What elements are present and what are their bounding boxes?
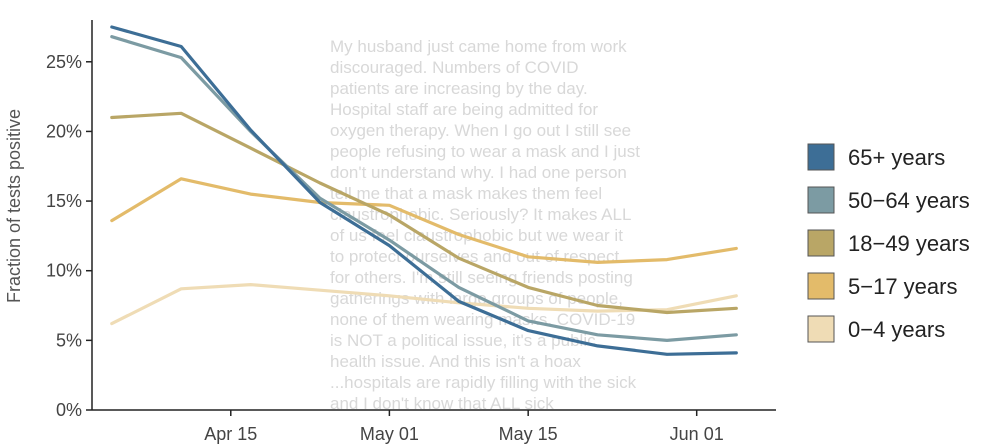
- overlay-text-line: for others. I'm still seeing friends pos…: [330, 268, 633, 287]
- chart-axes: Fraction of tests positive: [4, 20, 776, 411]
- y-tick-label: 20%: [46, 121, 82, 141]
- series-line: [110, 25, 738, 356]
- overlay-text-line: of us feel claustrophobic but we wear it: [330, 226, 623, 245]
- y-ticks: 0% 5% 10% 15% 20% 25%: [46, 52, 92, 420]
- y-tick-label: 0%: [56, 400, 82, 420]
- x-tick-label: May 15: [499, 424, 558, 444]
- overlay-text-line: discouraged. Numbers of COVID: [330, 58, 579, 77]
- overlay-text-line: Hospital staff are being admitted for: [330, 100, 598, 119]
- overlay-text-line: people refusing to wear a mask and I jus…: [330, 142, 640, 161]
- x-tick-label: Apr 15: [204, 424, 257, 444]
- overlay-text-line: none of them wearing masks. COVID-19: [330, 310, 635, 329]
- y-tick-label: 10%: [46, 261, 82, 281]
- y-axis-title: Fraction of tests positive: [4, 109, 24, 303]
- x-tick-label: May 01: [360, 424, 419, 444]
- y-tick-label: 25%: [46, 52, 82, 72]
- y-tick-label: 5%: [56, 330, 82, 350]
- legend-swatch: [807, 186, 835, 214]
- x-tick-label: Jun 01: [670, 424, 724, 444]
- overlay-text-line: tell me that a mask makes them feel: [330, 184, 602, 203]
- overlay-text-line: My husband just came home from work: [330, 37, 627, 56]
- y-tick-label: 15%: [46, 191, 82, 211]
- overlay-text-line: and I don't know that ALL sick: [330, 394, 554, 413]
- legend-swatch: [807, 272, 835, 300]
- overlay-text-line: to protect ourselves and out of respect: [330, 247, 619, 266]
- overlay-text-line: is NOT a political issue, it's a public: [330, 331, 596, 350]
- overlay-text-line: health issue. And this isn't a hoax: [330, 352, 581, 371]
- legend-label: 65+ years: [848, 145, 945, 170]
- legend-swatch: [807, 229, 835, 257]
- legend-label: 5−17 years: [848, 274, 957, 299]
- x-ticks: Apr 15 May 01 May 15 Jun 01: [204, 410, 724, 444]
- legend: 65+ years 50−64 years 18−49 years 5−17 year…: [807, 143, 970, 343]
- legend-swatch: [807, 315, 835, 343]
- overlay-text-line: oxygen therapy. When I go out I still se…: [330, 121, 631, 140]
- overlay-text-block: My husband just came home from work disco…: [330, 37, 640, 413]
- legend-label: 50−64 years: [848, 188, 970, 213]
- overlay-text-line: ...hospitals are rapidly filling with th…: [330, 373, 637, 392]
- series-line: [110, 35, 738, 342]
- legend-label: 18−49 years: [848, 231, 970, 256]
- series-lines: [110, 25, 738, 356]
- legend-swatch: [807, 143, 835, 171]
- series-line: [110, 177, 738, 264]
- overlay-text-line: patients are increasing by the day.: [330, 79, 588, 98]
- series-line: [110, 111, 738, 315]
- legend-label: 0−4 years: [848, 317, 945, 342]
- overlay-text-line: don't understand why. I had one person: [330, 163, 627, 182]
- overlay-text-line: claustrophobic. Seriously? It makes ALL: [330, 205, 631, 224]
